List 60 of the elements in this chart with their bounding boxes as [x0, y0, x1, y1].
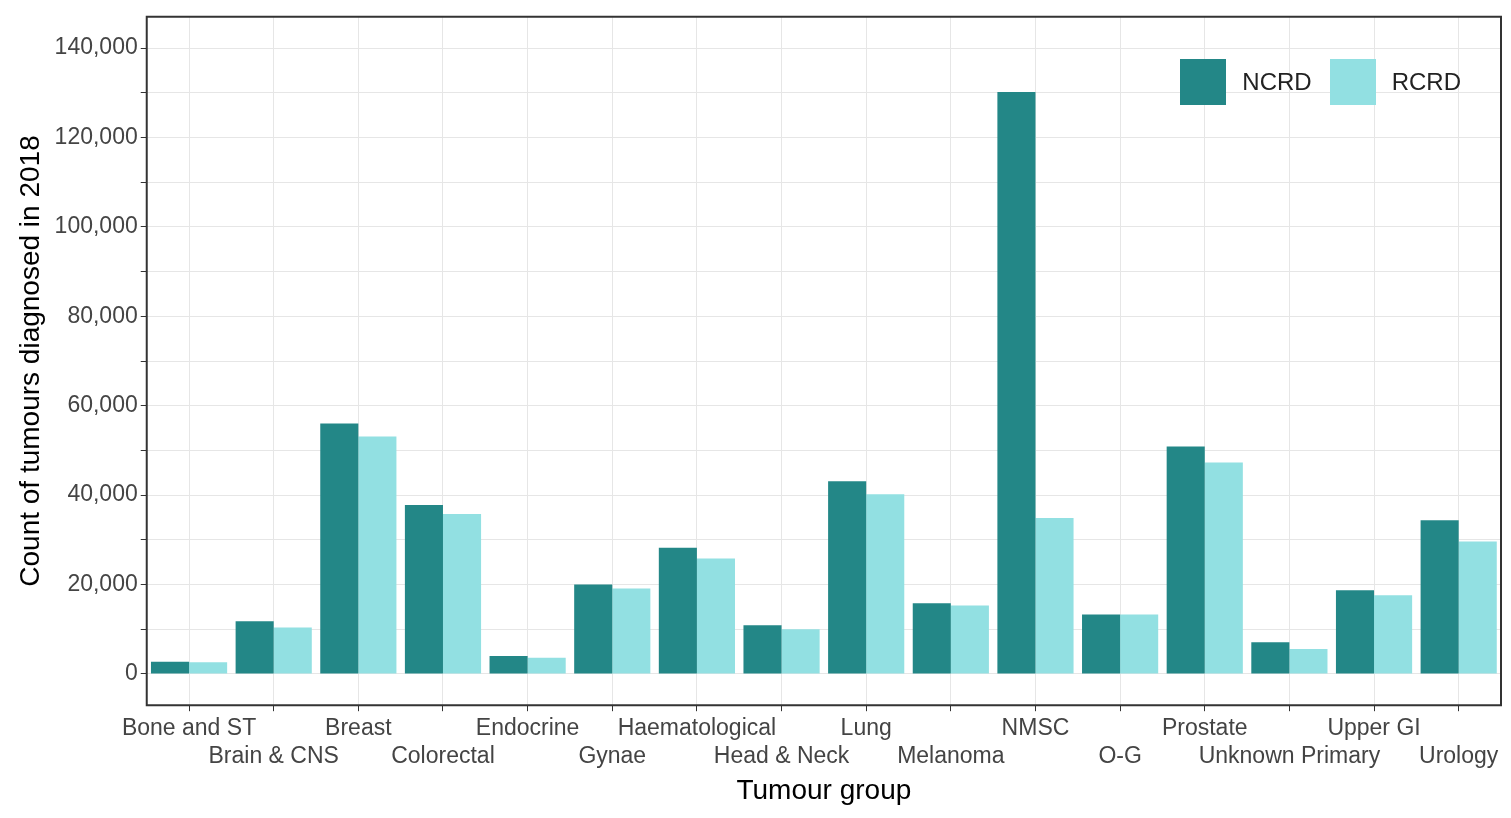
- bar: [442, 513, 482, 674]
- bar: [696, 558, 735, 674]
- bar: [781, 629, 820, 674]
- bar: [1166, 446, 1205, 674]
- bar: [489, 656, 528, 674]
- legend-label: NCRD: [1242, 67, 1312, 96]
- bar: [235, 621, 274, 674]
- bar: [404, 504, 443, 674]
- y-tick-label: 120,000: [54, 122, 138, 149]
- bar: [273, 627, 312, 674]
- y-tick-label: 0: [124, 659, 138, 686]
- x-tick-label: Prostate: [1161, 714, 1248, 741]
- bar: [150, 661, 190, 674]
- bar: [574, 584, 613, 674]
- bar: [1204, 462, 1243, 674]
- x-tick-label: Upper GI: [1327, 714, 1421, 741]
- bar: [1035, 517, 1074, 674]
- bar: [527, 657, 566, 674]
- y-axis-title: Count of tumours diagnosed in 2018: [13, 135, 45, 587]
- bar: [1120, 614, 1159, 674]
- x-tick-label: Urology: [1419, 741, 1499, 768]
- bar: [612, 588, 651, 674]
- y-tick-label: 60,000: [67, 391, 138, 418]
- y-tick-label: 80,000: [67, 301, 138, 328]
- x-tick-label: Lung: [840, 714, 892, 741]
- y-tick-label: 140,000: [54, 33, 138, 60]
- bar: [866, 494, 905, 674]
- bar: [1374, 595, 1413, 674]
- bar: [1458, 541, 1497, 674]
- bar: [1251, 642, 1290, 674]
- x-tick-label: O-G: [1098, 741, 1142, 768]
- x-tick-label: Melanoma: [897, 741, 1005, 768]
- bar: [358, 436, 397, 674]
- x-tick-label: Haematological: [617, 714, 777, 741]
- bar: [1335, 590, 1375, 674]
- bar: [950, 605, 989, 674]
- legend-label: RCRD: [1391, 67, 1461, 96]
- x-axis-title: Tumour group: [736, 773, 912, 805]
- bar: [1082, 614, 1121, 674]
- x-tick-label: Unknown Primary: [1198, 741, 1381, 768]
- y-tick-label: 40,000: [67, 480, 138, 507]
- x-tick-label: Endocrine: [475, 714, 580, 741]
- bar: [189, 662, 228, 674]
- y-tick-label: 20,000: [67, 569, 138, 596]
- x-tick-label: NMSC: [1001, 714, 1070, 741]
- x-tick-label: Colorectal: [391, 741, 495, 768]
- bar: [912, 603, 951, 674]
- bar: [997, 91, 1036, 674]
- x-tick-label: Bone and ST: [121, 714, 257, 741]
- bar: [658, 547, 697, 674]
- x-tick-label: Head & Neck: [713, 741, 850, 768]
- x-tick-label: Brain & CNS: [208, 741, 339, 768]
- x-tick-label: Gynae: [578, 741, 647, 768]
- y-tick-label: 100,000: [54, 212, 138, 239]
- bar: [1289, 648, 1328, 674]
- bar: [1420, 520, 1459, 674]
- x-tick-label: Breast: [325, 714, 393, 741]
- bar: [828, 481, 867, 674]
- bar: [743, 625, 782, 674]
- bar: [320, 423, 359, 674]
